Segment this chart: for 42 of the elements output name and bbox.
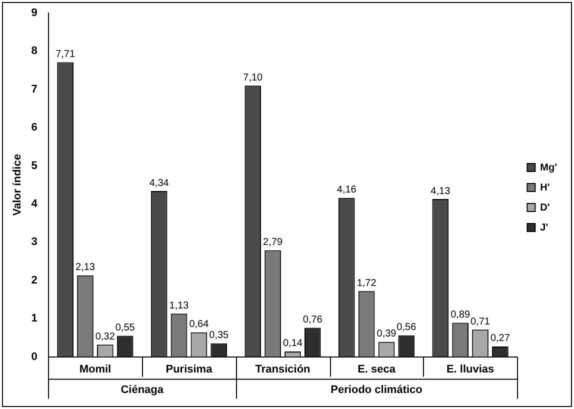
legend-label: D' (540, 202, 550, 214)
data-label: 0,27 (490, 333, 510, 344)
x-tick-label: Purisima (166, 363, 214, 376)
data-label: 0,64 (189, 319, 210, 330)
y-tick-label: 7 (31, 83, 38, 96)
y-tick-label: 6 (31, 122, 38, 134)
y-tick-label: 1 (31, 312, 38, 325)
x-tick-label: E. seca (358, 363, 396, 376)
x-tick-label: E. lluvias (446, 363, 494, 376)
data-label: 0,55 (115, 322, 136, 334)
data-label: 0,76 (302, 314, 323, 326)
x-tick-label: Momil (79, 363, 112, 376)
data-label: 2,79 (263, 236, 283, 248)
data-label: 2,13 (76, 262, 96, 274)
text: Periodo climático (330, 384, 423, 396)
y-tick-label: 0 (31, 350, 38, 363)
y-tick-label: 8 (31, 45, 38, 58)
data-label: 0,89 (450, 310, 470, 321)
data-label: 7,10 (243, 72, 264, 84)
data-label: 0,32 (95, 331, 116, 342)
x-tick-label: Transición (255, 363, 311, 376)
data-label: 0,35 (209, 330, 230, 342)
y-tick-label: 9 (31, 7, 38, 20)
data-label: 4,13 (430, 186, 451, 197)
y-tick-label: 4 (31, 198, 38, 210)
legend-label: H' (540, 182, 550, 194)
legend-label: J' (540, 222, 548, 234)
data-label: 0,71 (470, 316, 490, 328)
data-label: 0,39 (376, 328, 397, 340)
data-label: 1,72 (356, 278, 377, 289)
y-tick-label: 3 (31, 236, 38, 248)
data-label: 4,34 (149, 178, 170, 189)
text: Ciénaga (120, 384, 164, 396)
y-tick-label: 5 (31, 160, 38, 172)
y-tick-label: 2 (31, 274, 38, 286)
data-label: 1,13 (169, 300, 190, 312)
legend-label: Mg' (540, 162, 558, 174)
data-label: 7,71 (56, 49, 76, 60)
data-label: 0,14 (282, 338, 303, 350)
y-axis-title: Valor índice (12, 154, 24, 216)
data-label: 0,56 (396, 322, 417, 334)
data-label: 4,16 (336, 184, 357, 196)
